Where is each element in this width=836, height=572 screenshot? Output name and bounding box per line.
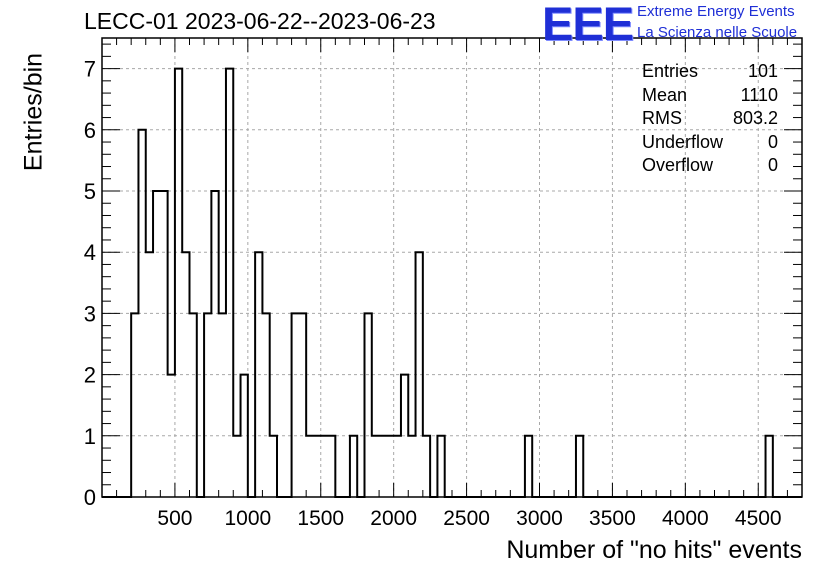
histogram-bin <box>190 313 197 497</box>
stats-box: Entries 101 Mean 1110 RMS 803.2 Underflo… <box>642 60 778 178</box>
stats-row-entries: Entries 101 <box>642 60 778 84</box>
stats-row-overflow: Overflow 0 <box>642 154 778 178</box>
logo-line-2: La Scienza nelle Scuole <box>637 24 798 41</box>
histogram-bin <box>321 436 328 497</box>
y-tick-label: 3 <box>84 301 96 326</box>
y-tick-label: 4 <box>84 240 96 265</box>
histogram-bin <box>182 252 189 497</box>
histogram-bin <box>255 252 262 497</box>
stats-value: 1110 <box>740 84 778 105</box>
y-tick-label: 6 <box>84 118 96 143</box>
histogram-bin <box>175 69 182 497</box>
histogram-bin <box>437 436 444 497</box>
histogram-bin <box>160 191 167 497</box>
histogram-bin <box>386 436 393 497</box>
chart-title: LECC-01 2023-06-22--2023-06-23 <box>84 8 436 34</box>
stats-label: Mean <box>642 84 688 105</box>
histogram-bin <box>241 375 248 497</box>
histogram-bin <box>299 313 306 497</box>
stats-row-mean: Mean 1110 <box>642 84 778 108</box>
histogram-bin <box>211 191 218 497</box>
stats-value: 0 <box>767 155 778 175</box>
histogram-bin <box>292 313 299 497</box>
histogram-bin <box>766 436 773 497</box>
histogram-bin <box>146 252 153 497</box>
y-tick-label: 0 <box>84 485 96 510</box>
x-axis-label: Number of "no hits" events <box>506 536 802 564</box>
stats-label: Entries <box>642 61 699 81</box>
eee-logo: EEE <box>542 0 634 50</box>
y-tick-label: 7 <box>84 57 96 82</box>
logo-line-1: Extreme Energy Events <box>637 3 795 20</box>
histogram-bin <box>153 191 160 497</box>
histogram-bin <box>306 436 313 497</box>
x-tick-label: 3000 <box>516 507 563 530</box>
histogram-bin <box>365 313 372 497</box>
histogram-bin <box>372 436 379 497</box>
x-tick-label: 1000 <box>224 507 271 530</box>
y-axis-label: Entries/bin <box>19 52 48 172</box>
histogram-bin <box>313 436 320 497</box>
histogram-bin <box>204 313 211 497</box>
stats-value: 0 <box>767 131 778 152</box>
x-tick-label: 2000 <box>370 507 417 530</box>
histogram-bin <box>233 436 240 497</box>
histogram-bin <box>525 436 532 497</box>
histogram-bin <box>131 313 138 497</box>
x-tick-label: 2500 <box>443 507 490 530</box>
x-tick-label: 4000 <box>662 507 709 530</box>
histogram-bin <box>416 252 423 497</box>
x-tick-label: 4500 <box>735 507 782 530</box>
y-tick-label: 1 <box>84 424 96 449</box>
stats-row-underflow: Underflow 0 <box>642 131 778 155</box>
histogram-bin <box>401 375 408 497</box>
x-tick-label: 1500 <box>297 507 344 530</box>
histogram-bin <box>350 436 357 497</box>
histogram-bin <box>168 375 175 497</box>
x-tick-label: 500 <box>157 507 192 530</box>
histogram-bin <box>423 436 430 497</box>
histogram-bin <box>138 130 145 497</box>
stats-label: Underflow <box>642 131 724 152</box>
stats-value: 803.2 <box>732 108 778 128</box>
histogram-bin <box>328 436 335 497</box>
histogram-bin <box>394 436 401 497</box>
histogram-bin <box>219 313 226 497</box>
histogram-bin <box>379 436 386 497</box>
stats-row-rms: RMS 803.2 <box>642 107 778 131</box>
y-tick-label: 2 <box>84 363 96 388</box>
histogram-bin <box>262 313 269 497</box>
stats-label: Overflow <box>642 155 714 175</box>
y-tick-label: 5 <box>84 179 96 204</box>
histogram-bin <box>270 436 277 497</box>
stats-label: RMS <box>642 108 682 128</box>
histogram-bin <box>576 436 583 497</box>
x-tick-label: 3500 <box>589 507 636 530</box>
histogram-bin <box>408 436 415 497</box>
stats-value: 101 <box>747 61 778 81</box>
histogram-bin <box>226 69 233 497</box>
